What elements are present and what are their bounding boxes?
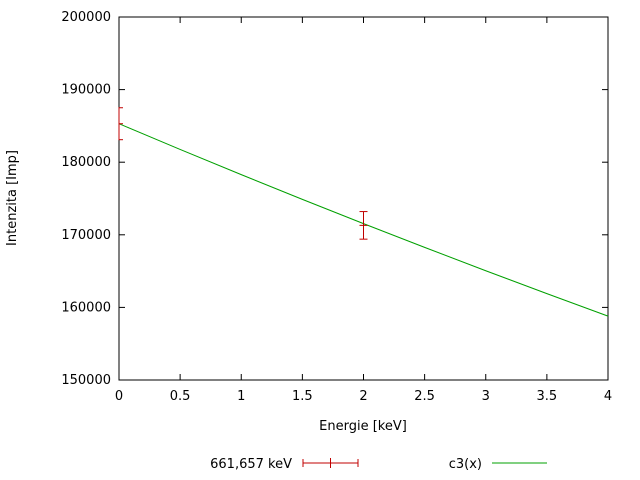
errorbar-point	[359, 211, 368, 240]
x-tick-label: 2	[359, 389, 367, 404]
plot-border	[118, 16, 609, 381]
x-tick-label: 3.5	[537, 389, 558, 404]
y-tick-label: 150000	[61, 373, 111, 388]
legend-label-fit-line: c3(x)	[449, 457, 482, 472]
y-tick-label: 190000	[61, 83, 111, 98]
legend-label-errorbars: 661,657 keV	[210, 457, 292, 472]
y-tick-label: 180000	[61, 155, 111, 170]
x-tick-label: 0	[115, 389, 123, 404]
legend-sample-errorbars	[302, 458, 359, 468]
x-tick-label: 4	[604, 389, 612, 404]
data-layer	[118, 107, 609, 317]
y-tick-label: 170000	[61, 228, 111, 243]
y-tick-label: 160000	[61, 300, 111, 315]
x-tick-label: 2.5	[414, 389, 435, 404]
legend: 661,657 keV c3(x)	[210, 457, 547, 472]
x-tick-label: 1	[237, 389, 245, 404]
y-axis-label: Intenzita [Imp]	[5, 150, 20, 246]
axes-layer: 0 0.5 1 1.5 2 2.5 3 3.5 4 150000 160000 170000 18000…	[61, 10, 612, 404]
y-tick-label: 200000	[61, 10, 111, 25]
errorbar-point	[118, 107, 123, 141]
x-axis-label: Energie [keV]	[319, 419, 407, 434]
x-tick-label: 1.5	[292, 389, 313, 404]
x-tick-label: 3	[482, 389, 490, 404]
x-tick-label: 0.5	[170, 389, 191, 404]
